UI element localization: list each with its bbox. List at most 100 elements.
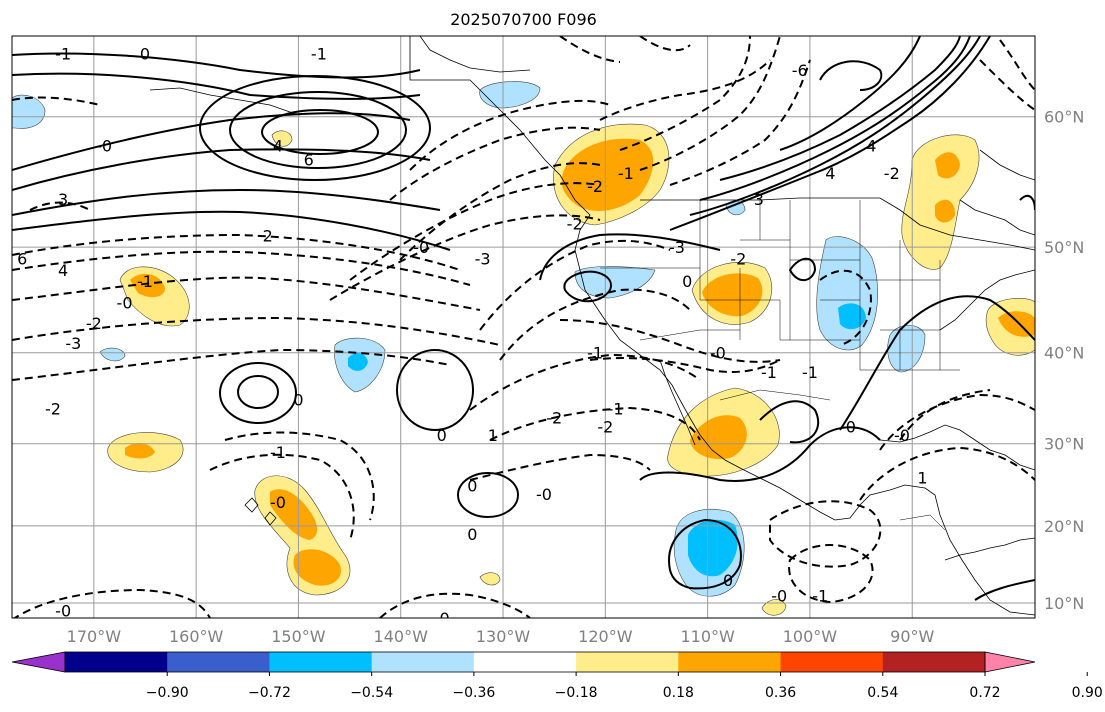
- contour-label-text: -2: [45, 400, 61, 419]
- contour-label: -0: [771, 586, 787, 605]
- colorbar-tick-label: −0.72: [248, 685, 291, 701]
- contour-label-text: -3: [669, 238, 685, 257]
- colorbar-tick-label: 0.54: [867, 685, 898, 701]
- contour-label-text: -0: [894, 426, 910, 445]
- shade-positive: [479, 572, 501, 586]
- colorbar-swatch: [473, 652, 577, 672]
- colorbar-tick-label: −0.36: [452, 685, 495, 701]
- lon-tick-label: 170°W: [67, 627, 122, 646]
- shade-negative: [12, 94, 46, 129]
- shade-positive: [935, 152, 960, 179]
- contour-label-text: 2: [263, 226, 273, 245]
- contour-label-text: -1: [608, 400, 624, 419]
- contour-label-text: 0: [723, 571, 733, 590]
- contour-label: -1: [311, 44, 327, 63]
- contour-label-text: -1: [618, 164, 634, 183]
- shade-negative: [688, 519, 738, 577]
- contour-label: -2: [884, 164, 900, 183]
- contours-positive: [12, 36, 1035, 601]
- colorbar-tick-label: −0.18: [555, 685, 598, 701]
- colorbar: [11, 651, 1036, 673]
- contour-label-text: -0: [434, 609, 450, 628]
- contour-label-text: 3: [58, 190, 68, 209]
- contour-label-text: -1: [55, 44, 71, 63]
- contour-label: 4: [58, 261, 68, 280]
- lon-tick-label: 90°W: [890, 627, 934, 646]
- contour-label-text: 1: [917, 468, 927, 487]
- contour-label: -3: [475, 250, 491, 269]
- contour-label: -1: [55, 44, 71, 63]
- colorbar-tick-label: 0.36: [765, 685, 796, 701]
- contour-label: 6: [17, 250, 27, 269]
- map-title: 2025070700 F096: [450, 10, 597, 29]
- colorbar-swatch: [167, 652, 270, 672]
- shade-positive: [130, 273, 165, 298]
- colorbar-tick-label: 0.72: [969, 685, 1000, 701]
- contour-label: -0: [270, 493, 286, 512]
- shade-positive: [293, 549, 341, 586]
- contour-label: -1: [812, 586, 828, 605]
- contour-label: 0: [140, 44, 150, 63]
- contour-label: 0: [437, 426, 447, 445]
- contour-label: 3: [754, 190, 764, 209]
- lon-tick-label: 140°W: [374, 627, 429, 646]
- contour-label-text: -1: [270, 443, 286, 462]
- contour-label-text: 0: [140, 44, 150, 63]
- colorbar-swatch: [269, 652, 373, 672]
- contour-label: -1: [618, 164, 634, 183]
- shade-negative: [838, 303, 866, 330]
- contour-label: -1: [137, 272, 153, 291]
- gridlines: [12, 36, 1035, 618]
- contour-label: 2: [263, 226, 273, 245]
- shade-positive: [702, 273, 763, 317]
- contour-label: -2: [597, 417, 613, 436]
- lon-tick-label: 160°W: [169, 627, 224, 646]
- shade-positive: [561, 138, 654, 211]
- contour-label: 0: [723, 571, 733, 590]
- contour-label: -0: [710, 344, 726, 363]
- colorbar-extend-min: [11, 651, 66, 673]
- contour-label: -3: [65, 334, 81, 353]
- contour-label-text: -2: [546, 409, 562, 428]
- contour-label-text: 0: [293, 391, 303, 410]
- colorbar-swatch: [678, 652, 782, 672]
- coastlines: [149, 36, 1035, 616]
- contour-label-text: 3: [754, 190, 764, 209]
- contour-label-text: -1: [761, 363, 777, 382]
- contour-label-text: 6: [304, 150, 314, 169]
- contour-label: -1: [270, 443, 286, 462]
- lon-tick-label: 120°W: [578, 627, 633, 646]
- colorbar-swatch: [780, 652, 884, 672]
- contour-label: 4: [866, 137, 876, 156]
- shade-positive: [690, 415, 747, 460]
- shade-negative: [479, 81, 541, 109]
- contour-label-text: -1: [137, 272, 153, 291]
- colorbar-swatch: [371, 652, 475, 672]
- contour-label: 0: [293, 391, 303, 410]
- contour-label: 4: [273, 137, 283, 156]
- contour-label-text: 0: [682, 272, 692, 291]
- contour-label-text: 4: [866, 137, 876, 156]
- contour-label: -0: [434, 609, 450, 628]
- contour-label: -2: [567, 215, 583, 234]
- contour-label: -0: [413, 238, 429, 257]
- contour-label-text: -0: [55, 601, 71, 620]
- shading-layer: [12, 81, 1035, 616]
- contour-label-text: -2: [730, 250, 746, 269]
- shade-negative: [99, 347, 126, 362]
- contour-label: 0: [467, 525, 477, 544]
- shade-positive: [270, 489, 318, 540]
- shade-negative: [887, 324, 926, 373]
- contour-label-text: -1: [812, 586, 828, 605]
- colorbar-swatch: [576, 652, 679, 672]
- shade-positive: [271, 130, 293, 147]
- latitude-labels: 60°N 50°N 40°N 30°N 20°N 10°N: [1044, 108, 1084, 613]
- lat-tick-label: 60°N: [1044, 108, 1084, 127]
- lon-tick-label: 100°W: [783, 627, 838, 646]
- contour-labels: -1 0 -1-0 463264-1-0-2-3-0-3-2-1-2-334-64-2…: [17, 44, 927, 628]
- contour-label: -2: [730, 250, 746, 269]
- colorbar-frame: [64, 651, 986, 673]
- lat-tick-label: 50°N: [1044, 238, 1084, 257]
- contour-label-text: -2: [86, 314, 102, 333]
